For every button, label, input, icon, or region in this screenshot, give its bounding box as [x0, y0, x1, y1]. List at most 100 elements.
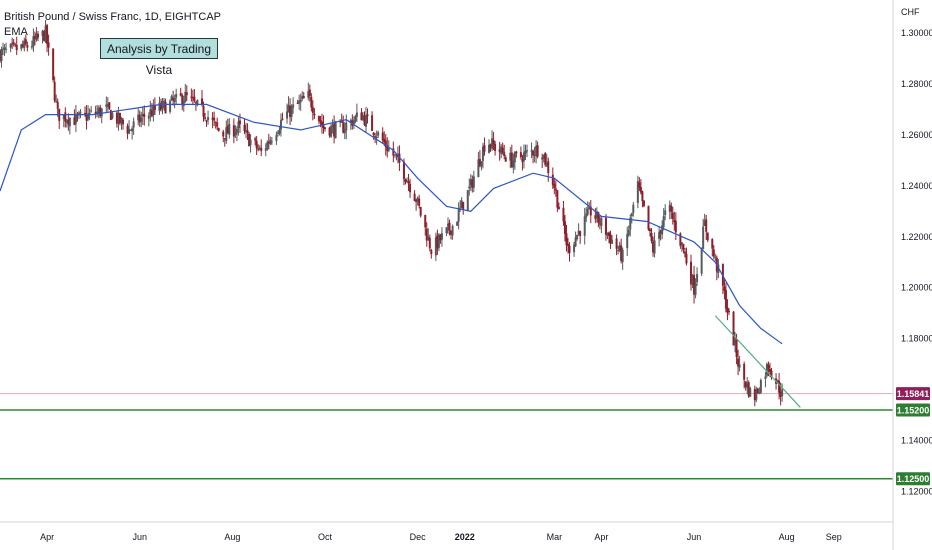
candle-body [457, 209, 460, 222]
candle-body [275, 135, 278, 141]
candle-body [345, 122, 348, 131]
candle-body [639, 187, 642, 193]
candle-body [456, 221, 459, 226]
candle-body [340, 120, 343, 123]
candle-body [287, 105, 290, 113]
candle-body [586, 208, 589, 215]
candle-body [386, 145, 389, 152]
x-tick-label: Apr [40, 532, 54, 542]
candle-body [140, 117, 143, 122]
candle-body [249, 139, 252, 145]
candle-body [419, 206, 422, 216]
y-tick-label: 1.28000 [901, 79, 932, 89]
candle-body [354, 116, 357, 122]
candle-body [647, 205, 650, 230]
ema-line [0, 103, 783, 345]
indicator-label[interactable]: EMA [4, 26, 28, 38]
candle-body [126, 125, 129, 134]
candle-body [595, 211, 598, 219]
candle-body [120, 118, 123, 122]
candle-body [90, 110, 93, 112]
candle-body [768, 369, 771, 372]
candle-body [14, 44, 17, 46]
candle-body [191, 97, 194, 99]
candle-body [328, 127, 331, 136]
candle-body [204, 117, 207, 119]
candle-body [632, 204, 635, 213]
candle-body [553, 183, 556, 188]
candle-body [759, 380, 762, 393]
candle-body [471, 179, 474, 188]
candle-body [522, 152, 525, 161]
candle-body [190, 96, 193, 98]
candle-body [448, 222, 451, 231]
candle-body [598, 223, 601, 225]
candle-body [649, 229, 652, 232]
candle-body [434, 237, 437, 256]
candle-body [122, 119, 125, 125]
candle-body [568, 245, 571, 254]
candle-body [182, 101, 185, 107]
candle-body [213, 117, 216, 121]
candle-body [671, 212, 674, 220]
candle-body [749, 388, 752, 397]
candle-body [193, 96, 196, 101]
x-tick-label: Oct [318, 532, 333, 542]
candle-body [196, 99, 199, 105]
x-tick-label: Aug [224, 532, 240, 542]
candle-body [393, 154, 396, 156]
candle-body [424, 214, 427, 228]
candle-body [290, 106, 293, 117]
x-tick-label: Mar [547, 532, 563, 542]
candle-body [264, 148, 267, 151]
candle-body [237, 121, 240, 128]
candle-body [680, 242, 683, 245]
candle-body [296, 102, 299, 104]
candle-body [307, 91, 310, 98]
candle-body [330, 126, 333, 137]
chart-title: British Pound / Swiss Franc, 1D, EIGHTCA… [4, 11, 222, 23]
candle-body [504, 157, 507, 162]
candle-body [310, 97, 313, 108]
candle-body [566, 243, 569, 246]
annotation-box[interactable]: Analysis by Trading Vista [100, 38, 218, 77]
candle-body [620, 245, 623, 261]
candle-body [73, 117, 76, 125]
candle-body [289, 105, 292, 118]
candle-body [737, 358, 740, 367]
candle-body [629, 217, 632, 230]
candle-body [238, 120, 241, 125]
support-level-badge-bg [896, 472, 930, 486]
candle-body [30, 46, 33, 48]
candle-body [74, 113, 77, 124]
candle-body [565, 233, 568, 246]
candle-body [372, 132, 375, 136]
price-axis[interactable]: CHF 1.30000 1.28000 1.26000 1.24000 1.22000 1.… [901, 7, 932, 496]
time-axis[interactable]: Apr Jun Aug Oct Dec 2022 Mar Apr Jun Aug Sep [40, 532, 842, 542]
candle-body [88, 112, 91, 115]
candle-body [179, 93, 182, 96]
candle-body [626, 234, 629, 249]
candle-body [545, 162, 548, 166]
y-tick-label: 1.18000 [901, 334, 932, 344]
candle-body [246, 130, 249, 133]
candle-body [20, 44, 23, 49]
current-price-badge-label: 1.15841 [897, 389, 930, 399]
candle-body [480, 161, 483, 167]
candle-body [724, 290, 727, 309]
candle-body [714, 256, 717, 258]
candle-body [589, 206, 592, 216]
candle-body [600, 218, 603, 226]
candle-body [532, 150, 535, 156]
candle-body [765, 363, 768, 376]
candle-body [87, 113, 90, 120]
candle-body [267, 141, 270, 144]
candle-body [404, 179, 407, 182]
candle-body [450, 230, 453, 235]
candle-body [536, 145, 539, 157]
candle-body [700, 249, 703, 274]
candle-body [515, 151, 518, 154]
candle-body [488, 144, 491, 153]
candle-body [317, 116, 320, 121]
